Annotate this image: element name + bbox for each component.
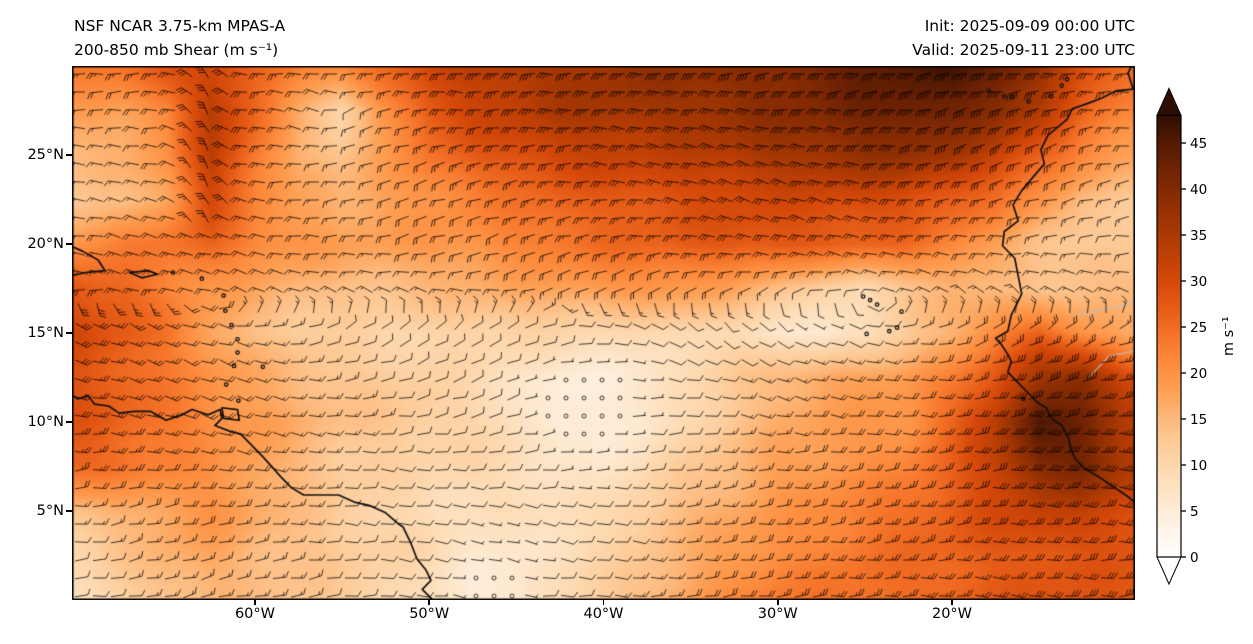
init-time-label: Init: 2025-09-09 00:00 UTC — [924, 17, 1135, 35]
x-tick-label: 50°W — [409, 606, 450, 622]
x-tick-label: 40°W — [583, 606, 624, 622]
colorbar-tick-label: 40 — [1190, 182, 1207, 198]
colorbar-extend-min-arrow — [1156, 556, 1182, 586]
chart-title-line1: NSF NCAR 3.75-km MPAS-A — [74, 17, 286, 35]
colorbar-tick-label: 5 — [1190, 504, 1199, 520]
colorbar-tick-label: 15 — [1190, 412, 1207, 428]
y-tick-label: 25°N — [27, 147, 64, 163]
shear-map-canvas — [72, 66, 1135, 600]
x-tick-label: 20°W — [931, 606, 973, 622]
colorbar-tick-label: 10 — [1190, 458, 1207, 474]
x-tick-mark — [777, 600, 779, 605]
colorbar-bar — [1156, 114, 1182, 558]
colorbar-tick-label: 0 — [1190, 550, 1199, 566]
y-tick-label: 15°N — [27, 325, 64, 341]
colorbar-tick-label: 20 — [1190, 366, 1207, 382]
x-tick-label: 30°W — [757, 606, 798, 622]
colorbar-units-label: m s⁻¹ — [1221, 316, 1237, 356]
x-tick-mark — [602, 600, 605, 605]
x-tick-mark — [254, 600, 256, 605]
colorbar: 0 5 10 15 20 25 30 35 40 45 m s⁻¹ — [1156, 87, 1237, 586]
y-tick-label: 20°N — [27, 236, 64, 252]
colorbar-tick-label: 35 — [1190, 228, 1207, 244]
colorbar-tick-label: 30 — [1190, 274, 1207, 290]
y-tick-label: 10°N — [27, 414, 64, 430]
y-tick-label: 5°N — [36, 503, 64, 519]
colorbar-extend-max-arrow — [1156, 87, 1182, 116]
x-tick-mark — [951, 600, 953, 605]
valid-time-label: Valid: 2025-09-11 23:00 UTC — [912, 41, 1135, 59]
chart-title: NSF NCAR 3.75-km MPAS-A 200-850 mb Shear… — [74, 14, 285, 62]
x-tick-mark — [428, 600, 430, 605]
colorbar-tick-label: 45 — [1190, 136, 1207, 152]
x-tick-label: 60°W — [234, 606, 275, 622]
chart-times: Init: 2025-09-09 00:00 UTC Valid: 2025-0… — [912, 14, 1135, 62]
colorbar-tick-label: 25 — [1190, 320, 1207, 336]
chart-title-line2: 200-850 mb Shear (m s⁻¹) — [74, 41, 279, 59]
